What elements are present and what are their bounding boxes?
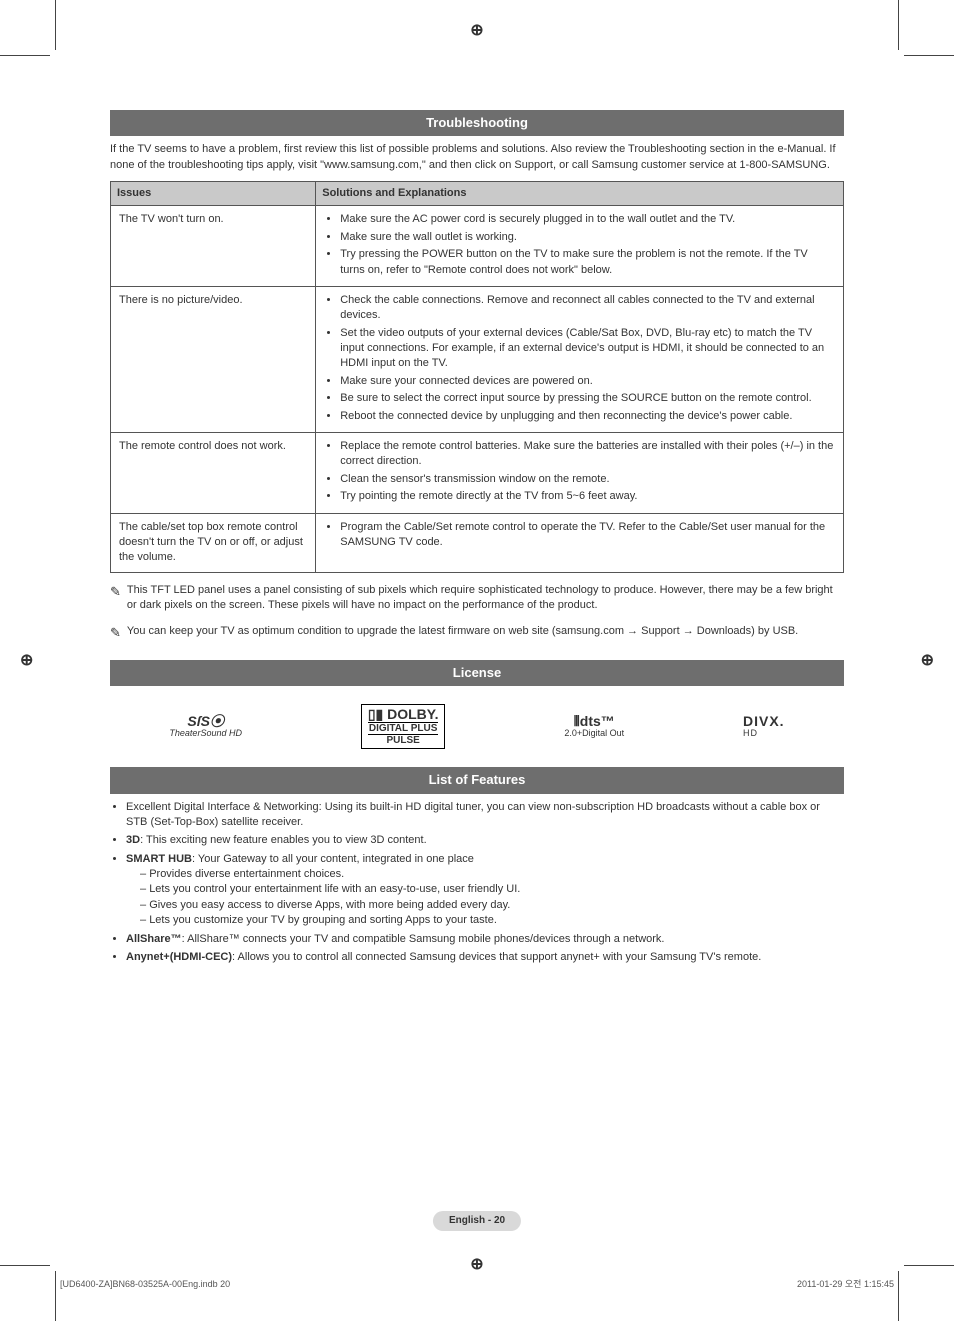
solution-item: Try pressing the POWER button on the TV … <box>340 247 835 278</box>
feature-subitem: Lets you control your entertainment life… <box>140 882 844 897</box>
solution-item: Try pointing the remote directly at the … <box>340 489 835 504</box>
section-header-features: List of Features <box>110 767 844 793</box>
note: ✎ You can keep your TV as optimum conditi… <box>110 624 844 642</box>
dolby-logo-l3: PULSE <box>368 735 439 746</box>
feature-lead: 3D <box>126 834 140 846</box>
feature-subitem: Provides diverse entertainment choices. <box>140 867 844 882</box>
feature-lead: Anynet+(HDMI-CEC) <box>126 951 232 963</box>
divx-logo-sub: HD <box>743 729 785 739</box>
solution-item: Make sure your connected devices are pow… <box>340 374 835 389</box>
note-icon: ✎ <box>110 624 121 642</box>
feature-item: SMART HUB: Your Gateway to all your cont… <box>126 852 844 929</box>
feature-item: 3D: This exciting new feature enables yo… <box>126 833 844 848</box>
troubleshooting-intro: If the TV seems to have a problem, first… <box>110 142 844 173</box>
divx-logo: DIVX. HD <box>743 714 785 739</box>
solution-item: Check the cable connections. Remove and … <box>340 293 835 324</box>
registration-mark-icon: ⊕ <box>470 1254 483 1276</box>
issue-cell: The remote control does not work. <box>111 433 316 514</box>
solution-item: Make sure the wall outlet is working. <box>340 230 835 245</box>
issue-cell: There is no picture/video. <box>111 286 316 432</box>
solution-item: Set the video outputs of your external d… <box>340 326 835 372</box>
dolby-logo-l2: DIGITAL PLUS <box>368 722 439 735</box>
crop-mark <box>898 1271 899 1321</box>
solution-item: Reboot the connected device by unpluggin… <box>340 409 835 424</box>
solution-cell: Make sure the AC power cord is securely … <box>316 206 844 287</box>
solution-cell: Replace the remote control batteries. Ma… <box>316 433 844 514</box>
registration-mark-icon: ⊕ <box>921 649 934 671</box>
table-row: The remote control does not work. Replace… <box>111 433 844 514</box>
feature-text: : This exciting new feature enables you … <box>140 834 427 846</box>
dts-logo-text: ⦀dts™ <box>574 713 615 729</box>
issue-cell: The TV won't turn on. <box>111 206 316 287</box>
feature-text: : Allows you to control all connected Sa… <box>232 951 761 963</box>
feature-lead: SMART HUB <box>126 853 192 865</box>
crop-mark <box>904 55 954 56</box>
crop-mark <box>904 1265 954 1266</box>
features-block: Excellent Digital Interface & Networking… <box>110 800 844 966</box>
note-text: This TFT LED panel uses a panel consisti… <box>127 583 844 614</box>
crop-mark <box>0 55 50 56</box>
registration-mark-icon: ⊕ <box>20 649 33 671</box>
table-row: There is no picture/video. Check the cabl… <box>111 286 844 432</box>
solution-item: Be sure to select the correct input sour… <box>340 391 835 406</box>
solution-item: Program the Cable/Set remote control to … <box>340 520 835 551</box>
srs-logo: SſS⦿ TheaterSound HD <box>169 714 242 739</box>
dts-logo-sub: 2.0+Digital Out <box>564 729 624 739</box>
dolby-logo: ▯▮ DOLBY. DIGITAL PLUS PULSE <box>361 704 446 749</box>
solution-cell: Check the cable connections. Remove and … <box>316 286 844 432</box>
license-logo-row: SſS⦿ TheaterSound HD ▯▮ DOLBY. DIGITAL P… <box>110 704 844 749</box>
page-footer: English - 20 <box>433 1211 521 1231</box>
feature-item: Excellent Digital Interface & Networking… <box>126 800 844 831</box>
crop-mark <box>898 0 899 50</box>
section-header-license: License <box>110 660 844 686</box>
solution-item: Clean the sensor's transmission window o… <box>340 472 835 487</box>
issue-cell: The cable/set top box remote control doe… <box>111 513 316 572</box>
feature-text: : AllShare™ connects your TV and compati… <box>182 933 665 945</box>
feature-item: Anynet+(HDMI-CEC): Allows you to control… <box>126 950 844 965</box>
srs-logo-sub: TheaterSound HD <box>169 729 242 739</box>
feature-subitem: Lets you customize your TV by grouping a… <box>140 913 844 928</box>
srs-logo-text: SſS⦿ <box>187 713 224 729</box>
crop-mark <box>55 0 56 50</box>
solution-item: Make sure the AC power cord is securely … <box>340 212 835 227</box>
feature-item: AllShare™: AllShare™ connects your TV an… <box>126 932 844 947</box>
dts-logo: ⦀dts™ 2.0+Digital Out <box>564 714 624 739</box>
table-row: The TV won't turn on. Make sure the AC po… <box>111 206 844 287</box>
troubleshooting-table: Issues Solutions and Explanations The TV… <box>110 181 844 573</box>
feature-lead: AllShare™ <box>126 933 182 945</box>
note-text: You can keep your TV as optimum conditio… <box>127 624 844 642</box>
solution-item: Replace the remote control batteries. Ma… <box>340 439 835 470</box>
feature-text: : Your Gateway to all your content, inte… <box>192 853 474 865</box>
crop-mark <box>0 1265 50 1266</box>
table-header-issues: Issues <box>111 181 316 205</box>
feature-subitem: Gives you easy access to diverse Apps, w… <box>140 898 844 913</box>
solution-cell: Program the Cable/Set remote control to … <box>316 513 844 572</box>
print-info-left: [UD6400-ZA]BN68-03525A-00Eng.indb 20 <box>60 1278 230 1291</box>
divx-logo-text: DIVX. <box>743 713 785 729</box>
dolby-logo-l1: ▯▮ DOLBY. <box>368 706 439 722</box>
section-header-troubleshooting: Troubleshooting <box>110 110 844 136</box>
crop-mark <box>55 1271 56 1321</box>
print-info: [UD6400-ZA]BN68-03525A-00Eng.indb 20 201… <box>60 1278 894 1291</box>
registration-mark-icon: ⊕ <box>470 20 483 42</box>
note: ✎This TFT LED panel uses a panel consist… <box>110 583 844 614</box>
note-icon: ✎ <box>110 583 121 614</box>
table-header-solutions: Solutions and Explanations <box>316 181 844 205</box>
print-info-right: 2011-01-29 오전 1:15:45 <box>797 1278 894 1291</box>
table-row: The cable/set top box remote control doe… <box>111 513 844 572</box>
